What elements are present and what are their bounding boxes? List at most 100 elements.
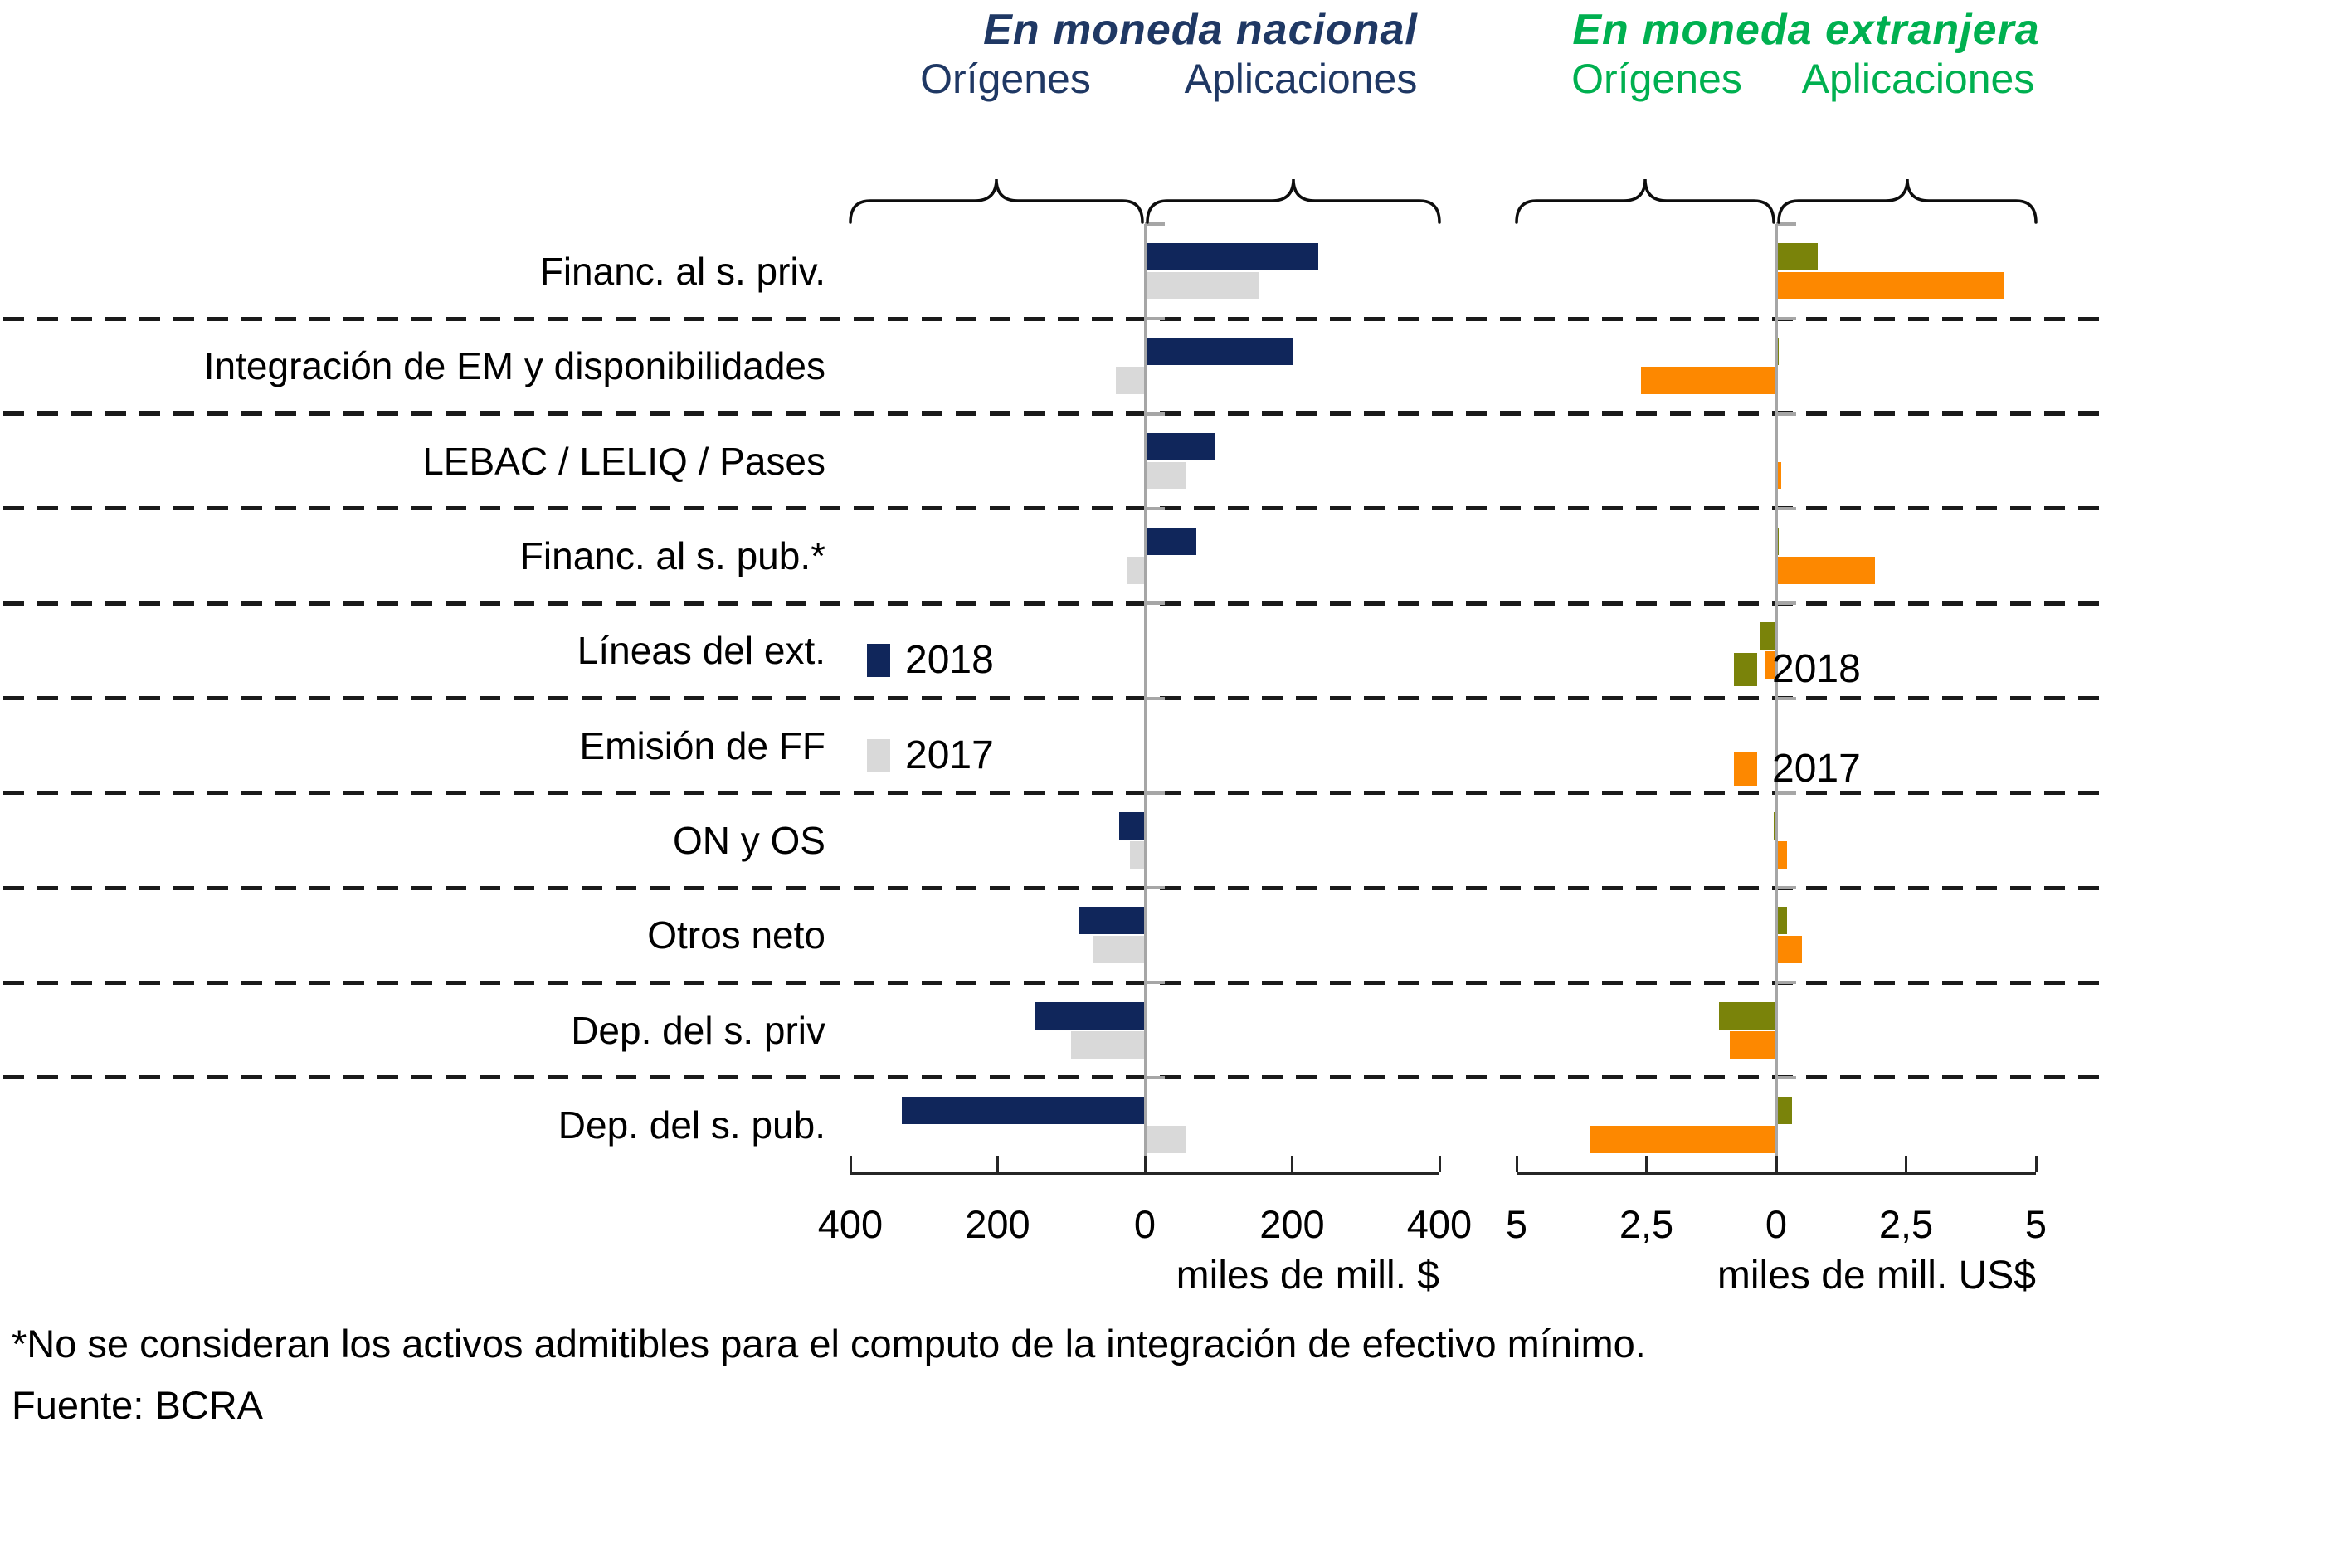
group-label-national-aplicaciones: Aplicaciones [1184, 56, 1418, 102]
bar-foreign-2018-row7 [1773, 811, 1776, 840]
brace-foreign-origenes [1515, 178, 1775, 224]
zero-axis-tick-foreign [1776, 222, 1796, 226]
bar-foreign-2018-row8 [1776, 907, 1787, 935]
zero-axis-tick-national [1145, 506, 1165, 510]
bar-foreign-2017-row8 [1776, 936, 1803, 964]
zero-axis-tick-national [1145, 222, 1165, 226]
legend-swatch-national-2017 [867, 738, 890, 772]
legend-label-national-2018: 2018 [905, 638, 994, 682]
zero-axis-tick-foreign [1776, 1075, 1796, 1079]
zero-axis-tick-foreign [1776, 886, 1796, 890]
group-label-foreign-origenes: Orígenes [1571, 56, 1742, 102]
bar-national-2017-row1 [1145, 272, 1259, 300]
x-axis-tick-national [849, 1156, 852, 1172]
x-axis-tick-label-foreign: 2,5 [1619, 1202, 1674, 1246]
brace-foreign-aplicaciones [1777, 178, 2038, 224]
zero-axis-tick-national [1145, 317, 1165, 321]
bar-foreign-2017-row1 [1776, 272, 2005, 300]
x-axis-tick-label-national: 400 [1406, 1202, 1473, 1246]
zero-axis-tick-national [1145, 696, 1165, 700]
brace-national-origenes [849, 178, 1144, 224]
bar-foreign-2018-row1 [1776, 243, 1819, 271]
x-axis-line-foreign [1517, 1172, 2036, 1175]
x-axis-tick-label-national: 400 [817, 1202, 884, 1246]
category-label: Emisión de FF [579, 723, 825, 767]
footnote-source: Fuente: BCRA [12, 1383, 264, 1427]
bar-national-2018-row3 [1145, 432, 1215, 460]
bar-national-2017-row9 [1071, 1030, 1145, 1059]
x-axis-tick-label-foreign: 5 [1505, 1202, 1528, 1246]
category-label: Líneas del ext. [577, 629, 825, 673]
legend-label-foreign-2018: 2018 [1772, 647, 1861, 691]
bar-national-2017-row10 [1145, 1125, 1186, 1153]
x-axis-tick-foreign [1515, 1156, 1518, 1172]
x-axis-tick-label-national: 0 [1133, 1202, 1157, 1246]
axis-caption-national: miles de mill. $ [1176, 1254, 1439, 1298]
row-separator-dashed-line [3, 885, 2107, 890]
zero-axis-tick-foreign [1776, 696, 1796, 700]
bar-national-2018-row2 [1145, 338, 1293, 366]
row-separator-dashed-line [3, 791, 2107, 796]
bar-foreign-2017-row10 [1589, 1125, 1776, 1153]
bar-national-2017-row7 [1130, 840, 1145, 869]
bar-national-2017-row3 [1145, 461, 1186, 489]
group-label-national-origenes: Orígenes [920, 56, 1091, 102]
x-axis-tick-foreign [2034, 1156, 2038, 1172]
x-axis-tick-national [996, 1156, 999, 1172]
bar-national-2018-row8 [1079, 907, 1145, 935]
category-label: Integración de EM y disponibilidades [203, 344, 825, 388]
bar-national-2017-row8 [1093, 936, 1145, 964]
legend-swatch-foreign-2018 [1734, 652, 1757, 686]
zero-axis-tick-foreign [1776, 981, 1796, 985]
row-separator-dashed-line [3, 1075, 2107, 1080]
row-separator-dashed-line [3, 411, 2107, 416]
row-separator-dashed-line [3, 506, 2107, 511]
legend-label-national-2017: 2017 [905, 733, 994, 777]
category-label: Dep. del s. priv [571, 1008, 825, 1052]
category-label: Financ. al s. priv. [539, 250, 825, 294]
bar-foreign-2018-row5 [1760, 622, 1776, 650]
bar-national-2018-row10 [902, 1096, 1145, 1124]
bar-foreign-2017-row2 [1641, 367, 1776, 395]
x-axis-tick-label-foreign: 2,5 [1878, 1202, 1934, 1246]
bar-foreign-2017-row3 [1776, 461, 1782, 489]
bar-foreign-2017-row7 [1776, 840, 1787, 869]
bar-foreign-2017-row5 [1765, 651, 1776, 679]
x-axis-tick-label-foreign: 0 [1765, 1202, 1788, 1246]
bar-national-2018-row1 [1145, 243, 1318, 271]
legend-swatch-national-2018 [867, 643, 890, 677]
x-axis-tick-label-foreign: 5 [2024, 1202, 2048, 1246]
bar-national-2017-row4 [1126, 557, 1145, 585]
legend-label-foreign-2017: 2017 [1772, 747, 1861, 791]
x-axis-tick-national [1438, 1156, 1441, 1172]
legend-swatch-foreign-2017 [1734, 752, 1757, 786]
row-separator-dashed-line [3, 316, 2107, 321]
x-axis-tick-national [1143, 1156, 1147, 1172]
row-separator-dashed-line [3, 601, 2107, 606]
chart-title-national-currency: En moneda nacional [983, 6, 1418, 54]
x-axis-tick-label-national: 200 [965, 1202, 1030, 1246]
zero-axis-tick-foreign [1776, 317, 1796, 321]
bar-foreign-2017-row9 [1729, 1030, 1776, 1059]
zero-axis-tick-national [1145, 981, 1165, 985]
zero-axis-tick-foreign [1776, 791, 1796, 795]
legend-item-foreign-2018: 2018 [1734, 646, 1861, 692]
zero-axis-tick-national [1145, 411, 1165, 416]
zero-axis-tick-national [1145, 1075, 1165, 1079]
bar-foreign-2017-row4 [1776, 557, 1875, 585]
bar-national-2018-row9 [1034, 1001, 1145, 1030]
bar-national-2018-row4 [1145, 528, 1197, 556]
bar-foreign-2018-row2 [1776, 338, 1780, 366]
category-label: Otros neto [647, 913, 825, 957]
row-separator-dashed-line [3, 696, 2107, 700]
category-label: Dep. del s. pub. [558, 1103, 825, 1147]
zero-axis-tick-national [1145, 886, 1165, 890]
x-axis-tick-foreign [1775, 1156, 1778, 1172]
group-label-foreign-aplicaciones: Aplicaciones [1801, 56, 2035, 102]
bar-national-2017-row2 [1115, 367, 1145, 395]
axis-caption-foreign: miles de mill. US$ [1717, 1254, 2036, 1298]
brace-national-aplicaciones [1146, 178, 1441, 224]
zero-axis-tick-national [1145, 601, 1165, 606]
x-axis-tick-label-national: 200 [1259, 1202, 1325, 1246]
